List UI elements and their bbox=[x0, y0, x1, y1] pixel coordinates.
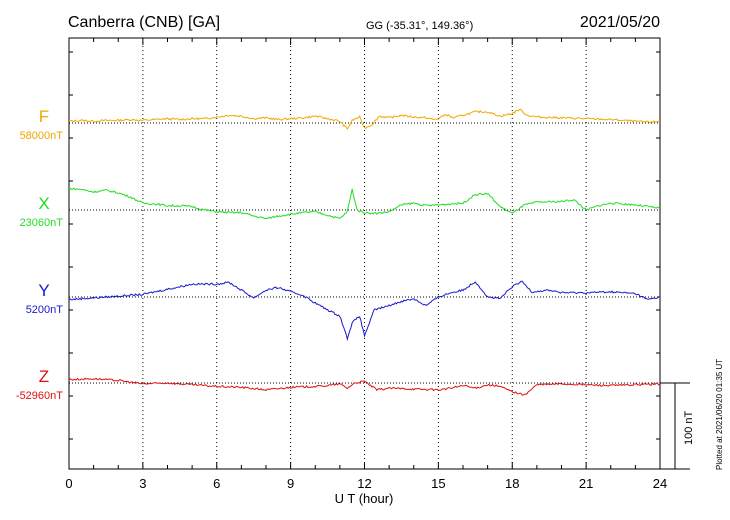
x-tick-label: 21 bbox=[579, 476, 593, 491]
axis-ticks bbox=[68, 38, 661, 469]
series-name-y: Y bbox=[38, 281, 49, 300]
x-tick-label: 24 bbox=[653, 476, 667, 491]
x-tick-label: 15 bbox=[431, 476, 445, 491]
series-labels: F 58000nT X 23060nT Y 5200nT Z -52960nT bbox=[16, 107, 63, 402]
grid-lines bbox=[69, 38, 660, 469]
date-label: 2021/05/20 bbox=[580, 14, 660, 31]
series-line-y bbox=[68, 280, 661, 342]
station-title: Canberra (CNB) [GA] bbox=[68, 14, 220, 31]
series-baseline-z: -52960nT bbox=[16, 390, 63, 402]
scale-bar: 100 nT bbox=[660, 382, 695, 470]
x-tick-label: 9 bbox=[287, 476, 294, 491]
x-tick-label: 3 bbox=[139, 476, 146, 491]
x-tick-label: 12 bbox=[357, 476, 371, 491]
series-baseline-y: 5200nT bbox=[26, 304, 64, 316]
series-name-f: F bbox=[39, 107, 49, 126]
series-line-z bbox=[68, 377, 661, 396]
x-tick-label: 0 bbox=[65, 476, 72, 491]
plotted-timestamp: Plotted at 2021/06/20 01:35 UT bbox=[715, 359, 724, 470]
series-baseline-x: 23060nT bbox=[20, 217, 64, 229]
coordinates-label: GG (-35.31°, 149.36°) bbox=[366, 20, 473, 32]
x-tick-label: 6 bbox=[213, 476, 220, 491]
series-baseline-f: 58000nT bbox=[20, 130, 64, 142]
x-axis-label: U T (hour) bbox=[335, 491, 394, 506]
series-name-z: Z bbox=[39, 367, 49, 386]
scale-bar-label: 100 nT bbox=[683, 410, 695, 445]
series-line-x bbox=[69, 187, 661, 220]
series-line-f bbox=[68, 108, 661, 130]
x-tick-labels: 0 3 6 9 12 15 18 21 24 bbox=[65, 476, 667, 491]
series-name-x: X bbox=[38, 194, 49, 213]
x-tick-label: 18 bbox=[505, 476, 519, 491]
series-lines bbox=[68, 108, 661, 396]
